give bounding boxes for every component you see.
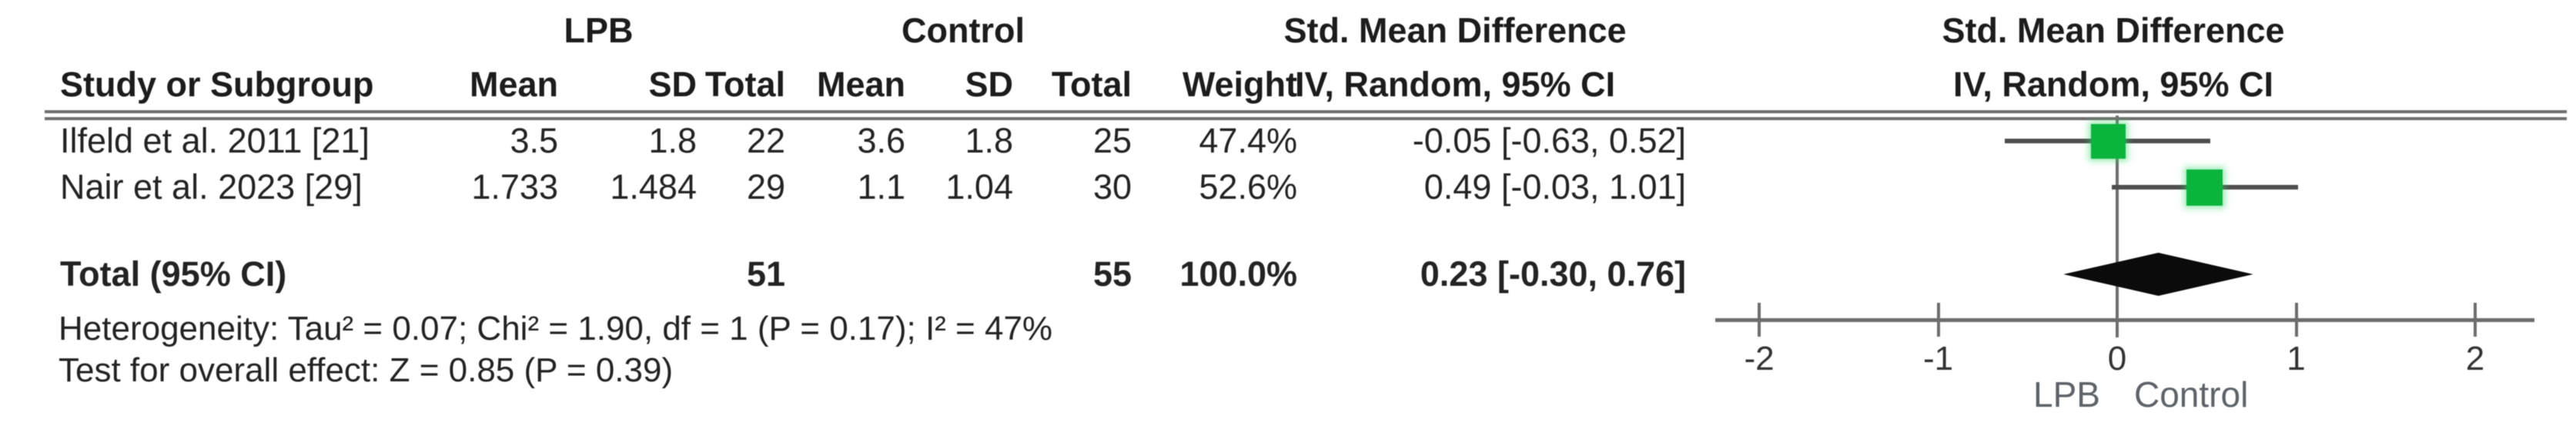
col-header-control-mean: Mean bbox=[816, 65, 905, 104]
control-mean-cell: 1.1 bbox=[857, 167, 905, 206]
weight-cell: 47.4% bbox=[1199, 121, 1297, 160]
lpb-mean-cell: 3.5 bbox=[510, 121, 558, 160]
col-header-control-total: Total bbox=[1051, 65, 1132, 104]
total-smd-ci: 0.23 [-0.30, 0.76] bbox=[1420, 254, 1686, 294]
col-header-lpb-mean: Mean bbox=[469, 65, 558, 104]
x-axis-line bbox=[1715, 318, 2534, 322]
axis-label-right: Control bbox=[2134, 374, 2249, 414]
axis-tick bbox=[1936, 303, 1940, 337]
total-weight: 100.0% bbox=[1179, 254, 1297, 294]
lpb-total-cell: 29 bbox=[746, 167, 785, 206]
axis-tick-label: 1 bbox=[2287, 340, 2306, 378]
axis-tick-label: 2 bbox=[2465, 340, 2485, 378]
axis-label-left: LPB bbox=[2033, 374, 2100, 414]
group-header-plot-row: Std. Mean Difference bbox=[0, 9, 2576, 52]
col-header-lpb-total: Total bbox=[704, 65, 785, 104]
axis-tick-label: -1 bbox=[1922, 340, 1954, 378]
heterogeneity-note: Heterogeneity: Tau² = 0.07; Chi² = 1.90,… bbox=[59, 310, 1053, 347]
axis-tick bbox=[1758, 303, 1761, 337]
total-row: Total (95% CI) 51 55 100.0% 0.23 [-0.30,… bbox=[0, 254, 1709, 294]
control-sd-cell: 1.8 bbox=[965, 121, 1013, 160]
group-header-row: LPB Control Std. Mean Difference bbox=[0, 9, 1709, 52]
study-name: Ilfeld et al. 2011 [21] bbox=[60, 121, 370, 160]
lpb-sd-cell: 1.8 bbox=[648, 121, 697, 160]
smd-ci-cell: 0.49 [-0.03, 1.01] bbox=[1423, 167, 1686, 206]
group-header-smd-plot: Std. Mean Difference bbox=[1942, 11, 2285, 50]
group-header-smd-text: Std. Mean Difference bbox=[1283, 11, 1627, 50]
study-name: Nair et al. 2023 [29] bbox=[60, 167, 363, 206]
study-row: Nair et al. 2023 [29] 1.733 1.484 29 1.1 1.04… bbox=[0, 166, 1709, 209]
col-header-ci-plot: IV, Random, 95% CI bbox=[1953, 65, 2273, 104]
axis-tick bbox=[2474, 303, 2477, 337]
total-control-total: 55 bbox=[1092, 254, 1132, 294]
axis-tick bbox=[2294, 303, 2298, 337]
pooled-effect-diamond bbox=[2063, 253, 2253, 296]
group-header-lpb: LPB bbox=[564, 11, 634, 50]
smd-ci-cell: -0.05 [-0.63, 0.52] bbox=[1412, 121, 1686, 160]
effect-square bbox=[2090, 123, 2126, 159]
axis-tick-label: 0 bbox=[2107, 340, 2127, 378]
header-divider-rule bbox=[45, 110, 2567, 120]
col-header-lpb-sd: SD bbox=[648, 65, 697, 104]
weight-cell: 52.6% bbox=[1199, 167, 1297, 206]
effect-square bbox=[2186, 169, 2223, 206]
axis-tick-label: -2 bbox=[1744, 340, 1775, 378]
control-sd-cell: 1.04 bbox=[945, 167, 1013, 206]
control-total-cell: 30 bbox=[1092, 167, 1132, 206]
lpb-mean-cell: 1.733 bbox=[471, 167, 558, 206]
axis-tick bbox=[2116, 303, 2119, 337]
lpb-total-cell: 22 bbox=[746, 121, 785, 160]
col-header-control-sd: SD bbox=[965, 65, 1013, 104]
total-lpb-total: 51 bbox=[746, 254, 785, 294]
group-header-control: Control bbox=[902, 11, 1025, 50]
overall-effect-note: Test for overall effect: Z = 0.85 (P = 0… bbox=[59, 351, 674, 389]
col-header-ci-text: IV, Random, 95% CI bbox=[1295, 65, 1615, 104]
lpb-sd-cell: 1.484 bbox=[610, 167, 697, 206]
study-row: Ilfeld et al. 2011 [21] 3.5 1.8 22 3.6 1.8 25 4… bbox=[0, 119, 1709, 163]
column-header-row: Study or Subgroup Mean SD Total Mean SD … bbox=[0, 63, 1709, 106]
control-mean-cell: 3.6 bbox=[857, 121, 905, 160]
column-header-plot-row: IV, Random, 95% CI bbox=[0, 63, 2576, 106]
col-header-study: Study or Subgroup bbox=[60, 65, 374, 104]
total-label: Total (95% CI) bbox=[60, 254, 287, 294]
control-total-cell: 25 bbox=[1092, 121, 1132, 160]
col-header-weight: Weight bbox=[1182, 65, 1297, 104]
zero-effect-line bbox=[2116, 116, 2119, 337]
